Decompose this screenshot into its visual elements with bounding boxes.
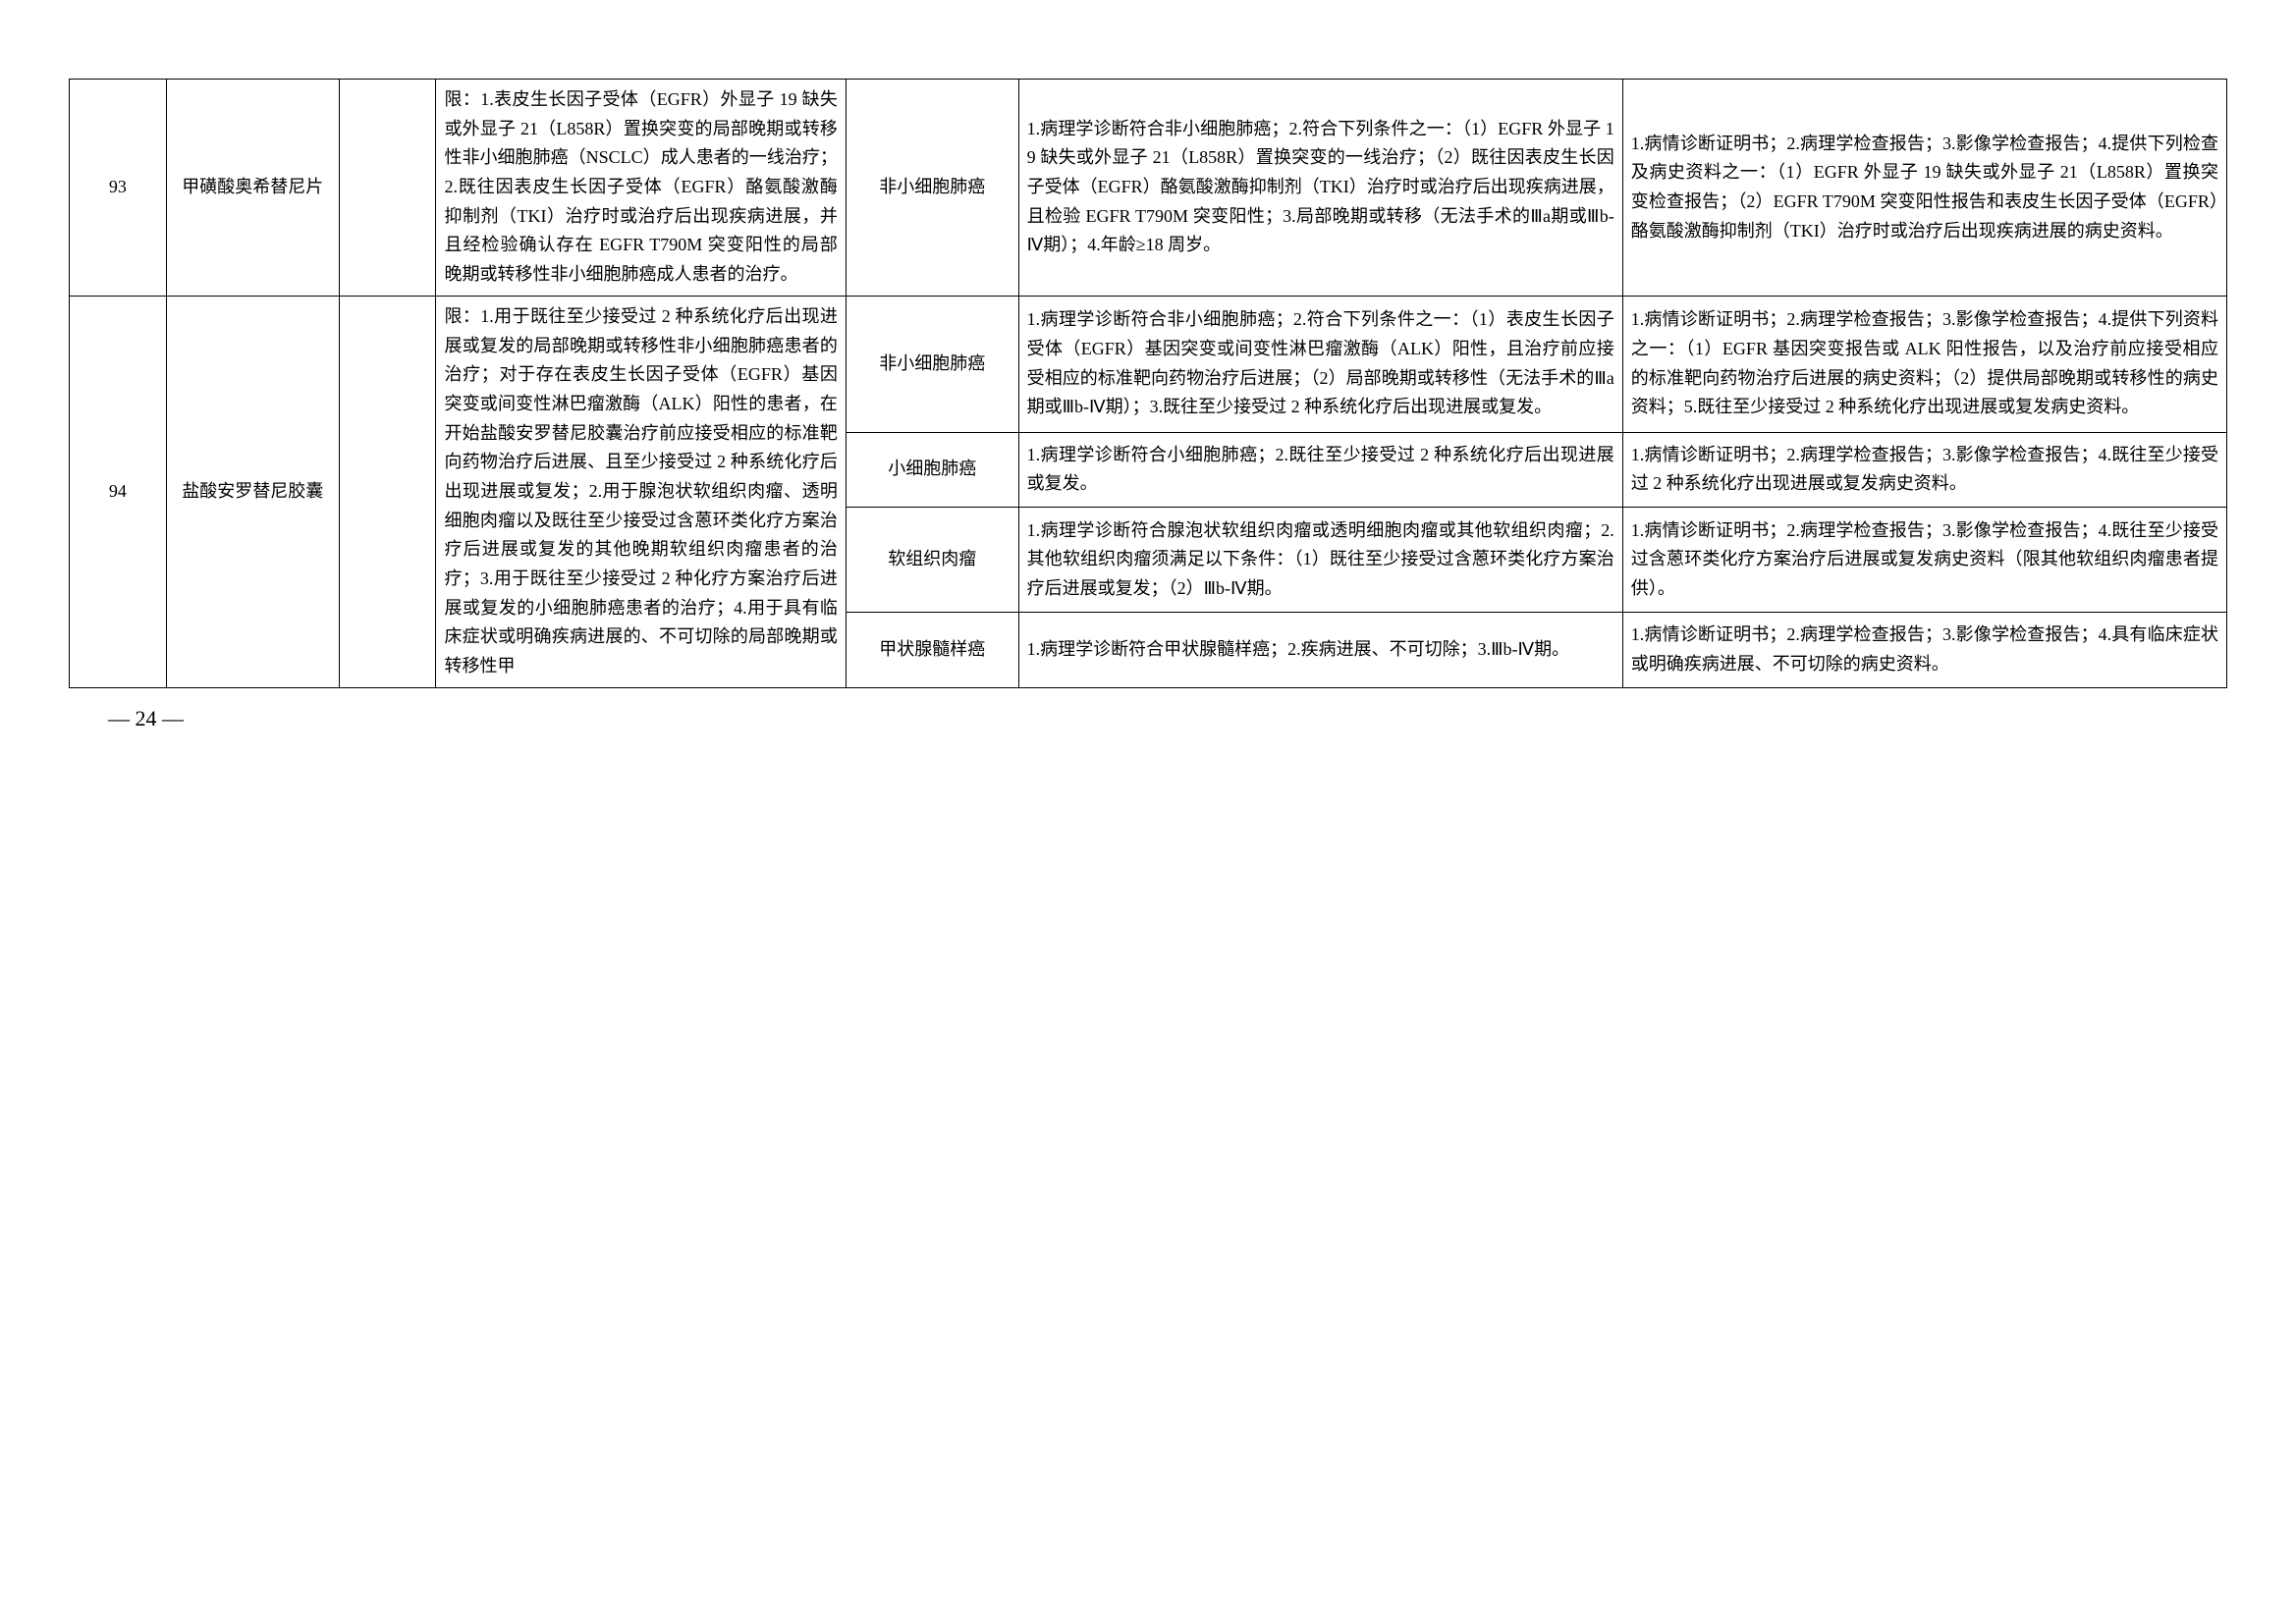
cell-docs: 1.病情诊断证明书；2.病理学检查报告；3.影像学检查报告；4.提供下列检查及病…: [1622, 80, 2226, 297]
cell-index: 94: [70, 296, 167, 687]
cell-limit: 限：1.表皮生长因子受体（EGFR）外显子 19 缺失或外显子 21（L858R…: [436, 80, 846, 297]
cell-criteria: 1.病理学诊断符合甲状腺髓样癌；2.疾病进展、不可切除；3.Ⅲb-Ⅳ期。: [1018, 613, 1622, 687]
drug-table: 93 甲磺酸奥希替尼片 限：1.表皮生长因子受体（EGFR）外显子 19 缺失或…: [69, 79, 2227, 688]
cell-criteria: 1.病理学诊断符合非小细胞肺癌；2.符合下列条件之一：（1）EGFR 外显子 1…: [1018, 80, 1622, 297]
page-number: — 24 —: [69, 706, 2227, 731]
cell-disease: 小细胞肺癌: [846, 432, 1018, 507]
cell-criteria: 1.病理学诊断符合非小细胞肺癌；2.符合下列条件之一：（1）表皮生长因子受体（E…: [1018, 296, 1622, 432]
cell-empty: [339, 296, 436, 687]
cell-docs: 1.病情诊断证明书；2.病理学检查报告；3.影像学检查报告；4.既往至少接受过含…: [1622, 507, 2226, 613]
cell-limit: 限：1.用于既往至少接受过 2 种系统化疗后出现进展或复发的局部晚期或转移性非小…: [436, 296, 846, 687]
cell-index: 93: [70, 80, 167, 297]
cell-disease: 非小细胞肺癌: [846, 296, 1018, 432]
cell-docs: 1.病情诊断证明书；2.病理学检查报告；3.影像学检查报告；4.具有临床症状或明…: [1622, 613, 2226, 687]
cell-empty: [339, 80, 436, 297]
cell-docs: 1.病情诊断证明书；2.病理学检查报告；3.影像学检查报告；4.提供下列资料之一…: [1622, 296, 2226, 432]
table-row: 93 甲磺酸奥希替尼片 限：1.表皮生长因子受体（EGFR）外显子 19 缺失或…: [70, 80, 2227, 297]
cell-criteria: 1.病理学诊断符合小细胞肺癌；2.既往至少接受过 2 种系统化疗后出现进展或复发…: [1018, 432, 1622, 507]
table-row: 94 盐酸安罗替尼胶囊 限：1.用于既往至少接受过 2 种系统化疗后出现进展或复…: [70, 296, 2227, 432]
cell-disease: 非小细胞肺癌: [846, 80, 1018, 297]
cell-disease: 软组织肉瘤: [846, 507, 1018, 613]
document-page: 93 甲磺酸奥希替尼片 限：1.表皮生长因子受体（EGFR）外显子 19 缺失或…: [69, 79, 2227, 731]
cell-drug: 甲磺酸奥希替尼片: [166, 80, 339, 297]
cell-disease: 甲状腺髓样癌: [846, 613, 1018, 687]
cell-criteria: 1.病理学诊断符合腺泡状软组织肉瘤或透明细胞肉瘤或其他软组织肉瘤；2.其他软组织…: [1018, 507, 1622, 613]
cell-docs: 1.病情诊断证明书；2.病理学检查报告；3.影像学检查报告；4.既往至少接受过 …: [1622, 432, 2226, 507]
cell-drug: 盐酸安罗替尼胶囊: [166, 296, 339, 687]
